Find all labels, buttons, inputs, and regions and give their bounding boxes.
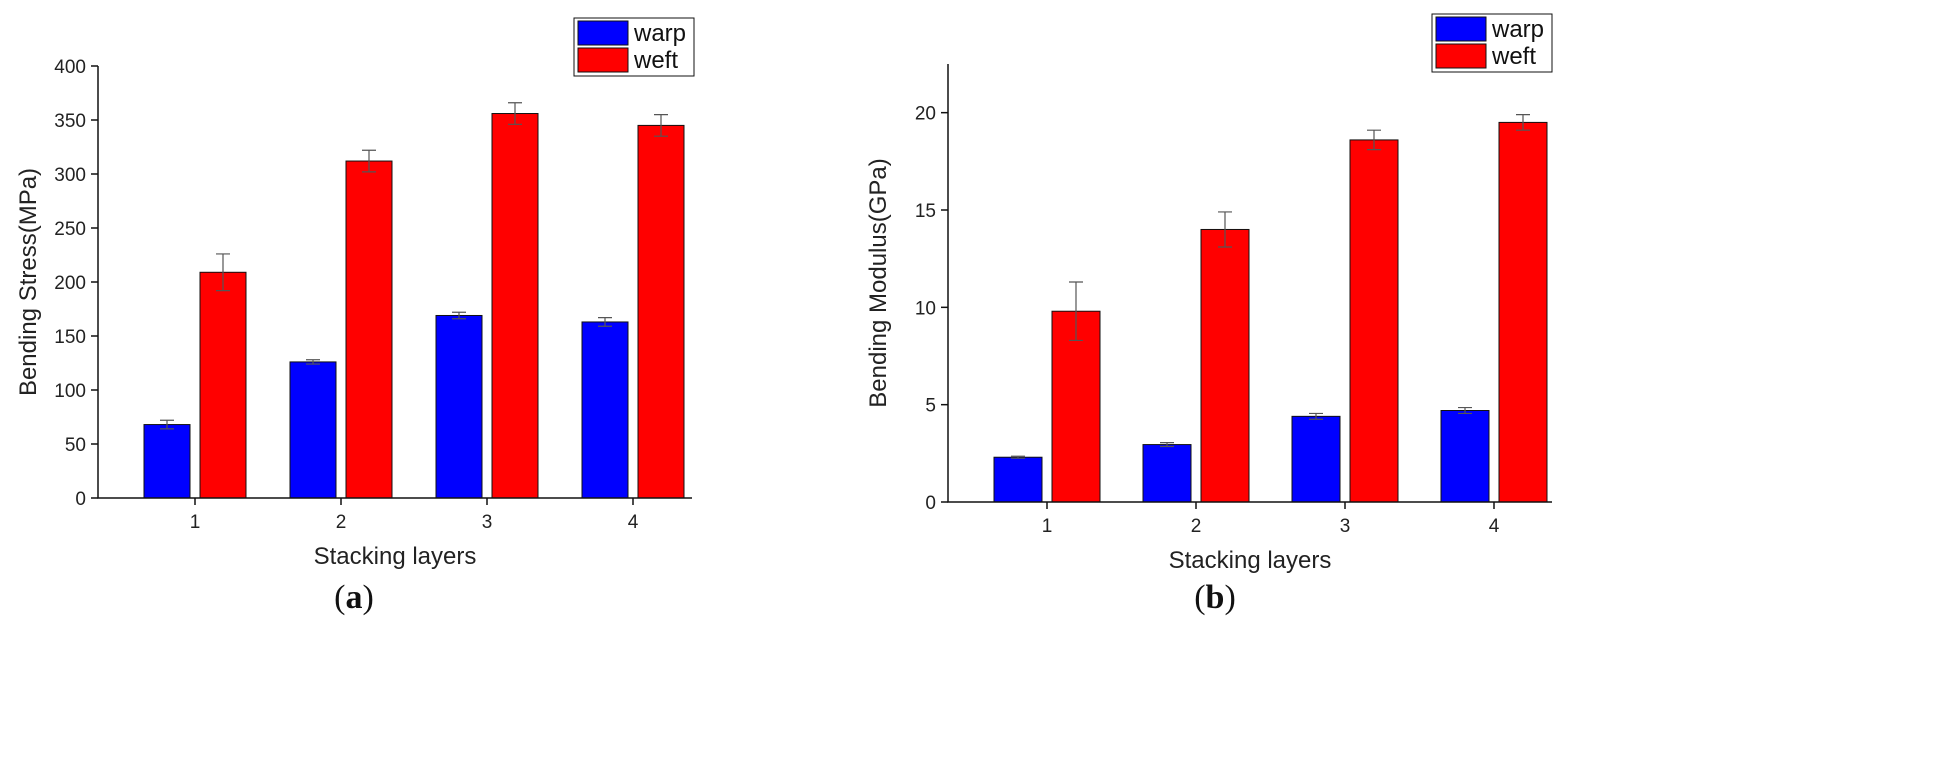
chart-panel-a: 0 50 100 150 200 250 300 350 400 1 2 3 4 Stacking l…	[15, 17, 695, 616]
bar-warp-2	[289, 361, 337, 499]
errorbar-warp-3	[452, 311, 466, 320]
x-tick-label: 1	[190, 512, 201, 533]
errorbar-weft-4	[654, 114, 668, 137]
legend-swatch-weft	[577, 47, 629, 73]
errorbar-warp-1	[1011, 455, 1025, 459]
errorbar-weft-4	[1516, 114, 1530, 131]
bars-group-b	[993, 121, 1548, 503]
errorbars-group-a	[160, 102, 668, 430]
x-tick-label: 3	[482, 512, 493, 533]
x-tick-label: 2	[336, 512, 347, 533]
errorbar-warp-4	[1458, 406, 1472, 415]
x-tick-label: 2	[1191, 516, 1202, 537]
bar-weft-2	[345, 160, 393, 499]
y-tick-label: 0	[925, 493, 936, 514]
legend-swatch-warp	[577, 20, 629, 46]
errorbar-weft-2	[362, 149, 376, 173]
legend-swatch-weft	[1435, 43, 1487, 69]
legend-swatch-warp	[1435, 16, 1487, 42]
x-axis-label-a: Stacking layers	[314, 543, 477, 570]
bar-warp-3	[435, 314, 483, 499]
y-ticks-b: 0 5 10 15 20	[915, 104, 948, 514]
y-tick-label: 0	[75, 489, 86, 510]
y-tick-label: 150	[54, 327, 86, 348]
bar-weft-4	[1498, 121, 1548, 503]
bars-group-a	[143, 113, 685, 499]
y-tick-label: 200	[54, 273, 86, 294]
bar-warp-1	[993, 456, 1043, 503]
y-tick-label: 50	[65, 435, 86, 456]
y-tick-label: 300	[54, 165, 86, 186]
errorbar-weft-1	[1069, 281, 1083, 342]
legend-label-weft: weft	[633, 47, 678, 74]
y-axis-label-a: Bending Stress(MPa)	[15, 168, 42, 396]
legend-label-warp: warp	[633, 20, 686, 47]
bar-weft-2	[1200, 228, 1250, 503]
errorbar-weft-3	[508, 102, 522, 125]
errorbar-warp-3	[1309, 412, 1323, 420]
bar-warp-1	[143, 424, 191, 499]
x-tick-label: 4	[628, 512, 639, 533]
y-axis-label-b: Bending Modulus(GPa)	[865, 158, 892, 407]
x-axis-label-b: Stacking layers	[1169, 547, 1332, 574]
bar-warp-4	[581, 321, 629, 499]
y-tick-label: 250	[54, 219, 86, 240]
y-tick-label: 350	[54, 111, 86, 132]
y-tick-label: 20	[915, 104, 936, 125]
errorbar-warp-4	[598, 317, 612, 327]
y-tick-label: 100	[54, 381, 86, 402]
errorbar-weft-2	[1218, 211, 1232, 248]
bar-weft-1	[199, 271, 247, 499]
bar-weft-4	[637, 124, 685, 499]
y-tick-label: 400	[54, 57, 86, 78]
y-tick-label: 15	[915, 201, 936, 222]
bar-weft-3	[1349, 139, 1399, 503]
bar-warp-2	[1142, 444, 1192, 503]
y-tick-label: 10	[915, 298, 936, 319]
errorbar-weft-3	[1367, 129, 1381, 151]
y-tick-label: 5	[925, 396, 936, 417]
legend-label-warp: warp	[1491, 16, 1544, 43]
x-ticks-b: 1 2 3 4	[1042, 502, 1500, 537]
bar-weft-1	[1051, 310, 1101, 503]
errorbars-group-b	[1011, 114, 1530, 459]
bar-weft-3	[491, 113, 539, 499]
bar-warp-3	[1291, 415, 1341, 503]
legend-label-weft: weft	[1491, 43, 1536, 70]
bar-warp-4	[1440, 410, 1490, 503]
errorbar-weft-1	[216, 253, 230, 292]
chart-panel-b: 0 5 10 15 20 1 2 3 4 Stacking layers Bending Mo…	[865, 13, 1553, 616]
x-tick-label: 3	[1340, 516, 1351, 537]
y-ticks-a: 0 50 100 150 200 250 300 350 400	[54, 57, 98, 510]
caption-b: (b)	[1194, 579, 1236, 616]
caption-a: (a)	[334, 579, 374, 616]
x-ticks-a: 1 2 3 4	[190, 498, 639, 533]
errorbar-warp-2	[306, 359, 320, 365]
errorbar-warp-2	[1160, 442, 1174, 448]
x-tick-label: 4	[1489, 516, 1500, 537]
errorbar-warp-1	[160, 419, 174, 430]
x-tick-label: 1	[1042, 516, 1053, 537]
